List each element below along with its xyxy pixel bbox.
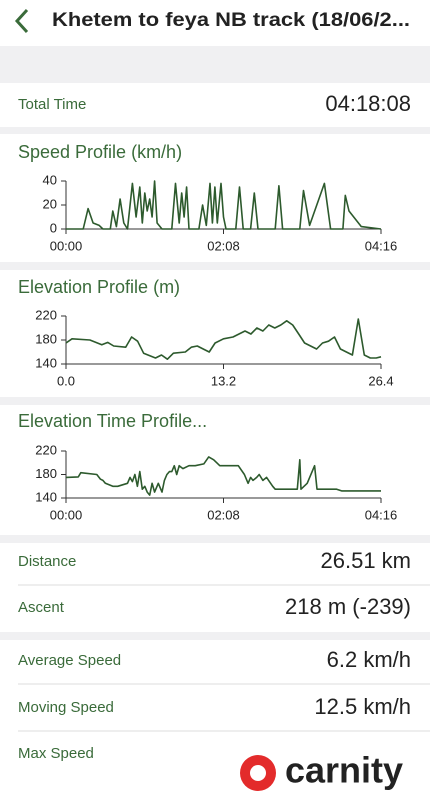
separator <box>0 535 430 543</box>
total-time-value: 04:18:08 <box>325 91 411 116</box>
y-tick-label: 0 <box>50 220 57 235</box>
total-time-label: Total Time <box>18 96 86 113</box>
stat-value: 6.2 km/h <box>327 647 411 672</box>
watermark-bg <box>232 748 426 798</box>
stat-label: Ascent <box>18 599 65 616</box>
chart-title: Elevation Time Profile... <box>18 411 207 431</box>
y-tick-label: 180 <box>35 466 57 481</box>
y-tick-label: 40 <box>43 172 57 187</box>
stat-value: 218 m (-239) <box>285 594 411 619</box>
stat-value: 12.5 km/h <box>314 694 411 719</box>
x-tick-label: 00:00 <box>50 238 83 253</box>
stat-label: Average Speed <box>18 652 121 669</box>
spacer <box>0 46 430 83</box>
y-tick-label: 220 <box>35 442 57 457</box>
separator <box>0 397 430 405</box>
separator <box>0 632 430 640</box>
x-tick-label: 02:08 <box>207 238 240 253</box>
chart-title: Speed Profile (km/h) <box>18 142 182 162</box>
x-tick-label: 02:08 <box>207 507 240 522</box>
stat-label: Moving Speed <box>18 699 114 716</box>
line-series <box>65 456 381 496</box>
x-tick-label: 0.0 <box>57 373 75 388</box>
line-series <box>66 180 382 230</box>
stat-label: Distance <box>18 553 76 570</box>
x-tick-label: 04:16 <box>365 238 398 253</box>
separator <box>0 127 430 134</box>
watermark-text: carnity <box>285 750 403 791</box>
back-button[interactable] <box>14 8 29 34</box>
y-tick-label: 180 <box>35 331 57 346</box>
stat-value: 26.51 km <box>321 548 412 573</box>
line-series <box>65 318 382 360</box>
y-tick-label: 140 <box>35 489 57 504</box>
page-title: Khetem to feya NB track (18/06/2... <box>52 10 410 31</box>
x-tick-label: 13.2 <box>211 373 236 388</box>
x-tick-label: 04:16 <box>365 507 398 522</box>
x-tick-label: 00:00 <box>50 507 83 522</box>
watermark-logo <box>250 765 266 781</box>
y-tick-label: 220 <box>35 307 57 322</box>
separator <box>0 262 430 270</box>
y-tick-label: 140 <box>35 355 57 370</box>
y-tick-label: 20 <box>43 196 57 211</box>
stat-label: Max Speed <box>18 745 94 762</box>
x-tick-label: 26.4 <box>368 373 393 388</box>
chart-title: Elevation Profile (m) <box>18 277 180 297</box>
watermark: carnity <box>232 748 426 798</box>
